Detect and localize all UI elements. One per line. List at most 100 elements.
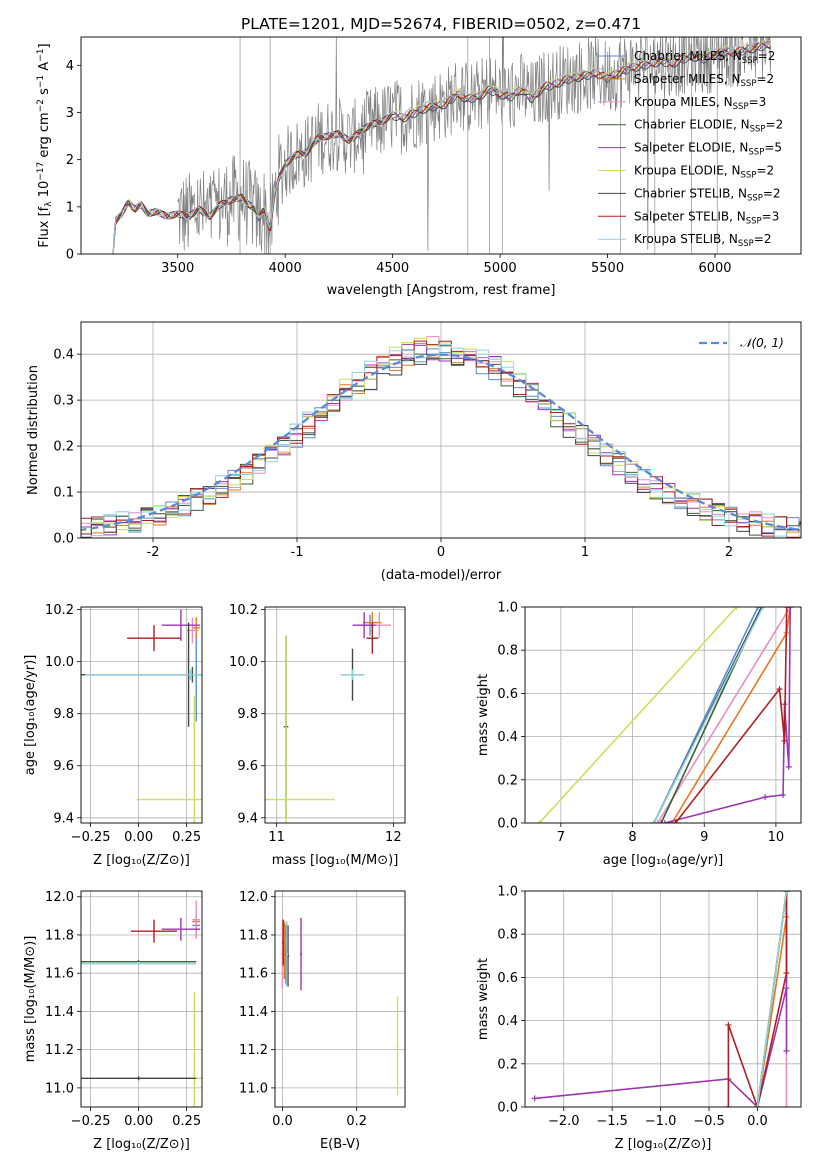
y-tick-label: 0.2 (497, 1057, 518, 1072)
legend-entry: Kroupa STELIB, NSSP=2 (634, 232, 772, 249)
model-spectrum-7 (112, 42, 772, 254)
x-tick-label: 3500 (161, 261, 194, 276)
weight-marker (733, 607, 740, 610)
x-tick-label: 7 (557, 830, 565, 845)
x-tick-label: 0.25 (172, 830, 201, 845)
x-tick-label: 6000 (698, 261, 731, 276)
y-axis-label: mass weight (476, 958, 491, 1040)
y-tick-label: 11.8 (45, 928, 74, 943)
y-axis-label: age [log₁₀(age/yr)] (23, 655, 38, 776)
x-tick-label: 9 (700, 830, 708, 845)
y-label-part: 10 (37, 181, 52, 202)
x-tick-label: -2 (147, 545, 160, 560)
weight-marker (531, 1095, 538, 1102)
weight-marker (783, 1047, 790, 1054)
legend-entry: Kroupa MILES, NSSP=3 (634, 95, 766, 112)
y-tick-label: 0.4 (497, 730, 518, 745)
y-tick-label: 0.3 (53, 394, 74, 409)
weight-marker (661, 820, 668, 823)
y-label-part: s (37, 88, 52, 99)
axes-frame (80, 36, 802, 255)
y-tick-label: 0.1 (53, 486, 74, 501)
x-tick-label: 4500 (376, 261, 409, 276)
y-tick-label: 11.6 (45, 967, 74, 982)
weight-marker (536, 820, 543, 823)
x-tick-label: −1.5 (596, 1114, 628, 1129)
x-tick-label: −0.25 (71, 830, 111, 845)
y-label-part: λ (44, 201, 54, 207)
x-tick-label: −2.0 (548, 1114, 580, 1129)
x-axis-label: (data-model)/error (381, 568, 502, 583)
axes-massweight-vs-age: 7 8 9 10 0.0 0.2 0.4 0.6 0.8 1.0 mass weight age [l… (476, 601, 802, 868)
weight-marker (787, 607, 794, 610)
weight-marker (754, 1104, 761, 1107)
legend-text: Kroupa ELODIE, N (634, 164, 741, 178)
weight-marker (781, 737, 788, 744)
plot-area (536, 607, 794, 823)
legend-entry: Salpeter ELODIE, NSSP=5 (634, 141, 782, 158)
y-label-part: −1 (36, 49, 46, 62)
gaussian-curve (81, 353, 801, 532)
x-axis-label: mass [log₁₀(M/M⊙)] (272, 853, 399, 868)
weight-marker (754, 607, 761, 610)
axes-frame (524, 606, 802, 824)
y-tick-label: 0.4 (497, 1014, 518, 1029)
y-tick-label: 0.2 (53, 440, 74, 455)
y-label-part: ] (37, 43, 52, 48)
x-tick-label: 0.2 (346, 1114, 367, 1129)
axes-frame (524, 890, 802, 1108)
y-axis-label: Normed distribution (26, 365, 41, 495)
legend-sub: SSP (741, 79, 757, 89)
axes-frame (80, 606, 203, 824)
y-tick-label: 11.6 (239, 967, 268, 982)
weight-marker (672, 820, 679, 823)
weight-marker (780, 791, 787, 798)
x-tick-label: 4000 (269, 261, 302, 276)
y-label-part: erg cm (37, 112, 52, 161)
y-tick-label: 9.6 (53, 759, 74, 774)
y-tick-label: 11.2 (45, 1043, 74, 1058)
axes-age-vs-mass: 11 12 9.4 9.6 9.8 10.0 10.2 mass [log₁₀(M/M⊙)] (229, 603, 406, 868)
legend-text: Chabrier MILES, N (634, 49, 742, 63)
plot-area (81, 900, 202, 1107)
weight-marker (725, 1021, 732, 1028)
weight-line-4 (664, 607, 791, 823)
histogram-8 (81, 344, 801, 538)
axes-frame (274, 890, 406, 1108)
y-label-part: −17 (36, 162, 46, 181)
y-tick-label: 0.6 (497, 971, 518, 986)
legend-tail: =2 (754, 232, 772, 246)
legend-entry: Chabrier ELODIE, NSSP=2 (634, 118, 783, 135)
legend-tail: =2 (763, 186, 781, 200)
legend-sub: SSP (733, 102, 749, 112)
legend-text: Chabrier STELIB, N (634, 186, 747, 200)
x-axis-label: age [log₁₀(age/yr)] (603, 853, 724, 868)
x-tick-label: 0.00 (124, 1114, 153, 1129)
y-tick-label: 1 (66, 200, 74, 215)
x-tick-label: 1 (581, 545, 589, 560)
weight-marker (783, 607, 790, 610)
legend-sub: SSP (747, 193, 763, 203)
legend-entry: Kroupa ELODIE, NSSP=2 (634, 164, 774, 181)
y-label-part: Flux [f (37, 206, 52, 247)
weight-line-8 (653, 607, 764, 823)
y-tick-label: 1.0 (497, 885, 518, 900)
legend-tail: =3 (749, 95, 767, 109)
y-tick-label: 4 (66, 59, 74, 74)
weight-marker (783, 970, 790, 977)
axes-mass-vs-EBV: 0.0 0.2 11.0 11.2 11.4 11.6 11.8 12.0 E(B-V) (239, 890, 406, 1152)
plot-area (281, 917, 399, 1096)
y-label-part: −2 (36, 99, 46, 112)
weight-marker (783, 1104, 790, 1107)
legend-tail: =3 (762, 209, 780, 223)
y-tick-label: 11.4 (239, 1005, 268, 1020)
y-tick-label: 10.2 (229, 603, 258, 618)
y-tick-label: 9.4 (237, 811, 258, 826)
legend-entry: 𝒩(0, 1) (740, 336, 784, 350)
x-tick-label: 5500 (591, 261, 624, 276)
plot-area (81, 609, 202, 823)
y-tick-label: 12.0 (45, 890, 74, 905)
x-tick-label: 0 (437, 545, 445, 560)
model-spectrum-4 (112, 40, 772, 251)
y-tick-label: 0.8 (497, 644, 518, 659)
